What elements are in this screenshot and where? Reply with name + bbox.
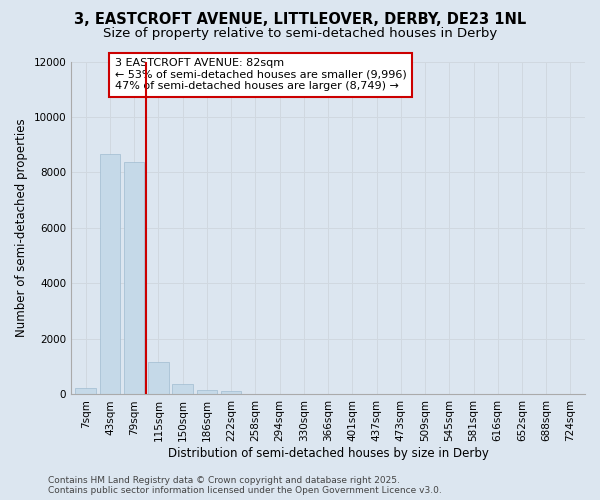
X-axis label: Distribution of semi-detached houses by size in Derby: Distribution of semi-detached houses by … xyxy=(167,447,488,460)
Bar xyxy=(221,392,241,394)
Text: 3 EASTCROFT AVENUE: 82sqm
← 53% of semi-detached houses are smaller (9,996)
47% : 3 EASTCROFT AVENUE: 82sqm ← 53% of semi-… xyxy=(115,58,407,92)
Bar xyxy=(172,384,193,394)
Bar xyxy=(148,362,169,394)
Bar xyxy=(76,388,96,394)
Text: 3, EASTCROFT AVENUE, LITTLEOVER, DERBY, DE23 1NL: 3, EASTCROFT AVENUE, LITTLEOVER, DERBY, … xyxy=(74,12,526,28)
Bar xyxy=(100,154,120,394)
Text: Contains HM Land Registry data © Crown copyright and database right 2025.
Contai: Contains HM Land Registry data © Crown c… xyxy=(48,476,442,495)
Text: Size of property relative to semi-detached houses in Derby: Size of property relative to semi-detach… xyxy=(103,28,497,40)
Bar xyxy=(197,390,217,394)
Y-axis label: Number of semi-detached properties: Number of semi-detached properties xyxy=(15,118,28,338)
Bar xyxy=(124,162,145,394)
